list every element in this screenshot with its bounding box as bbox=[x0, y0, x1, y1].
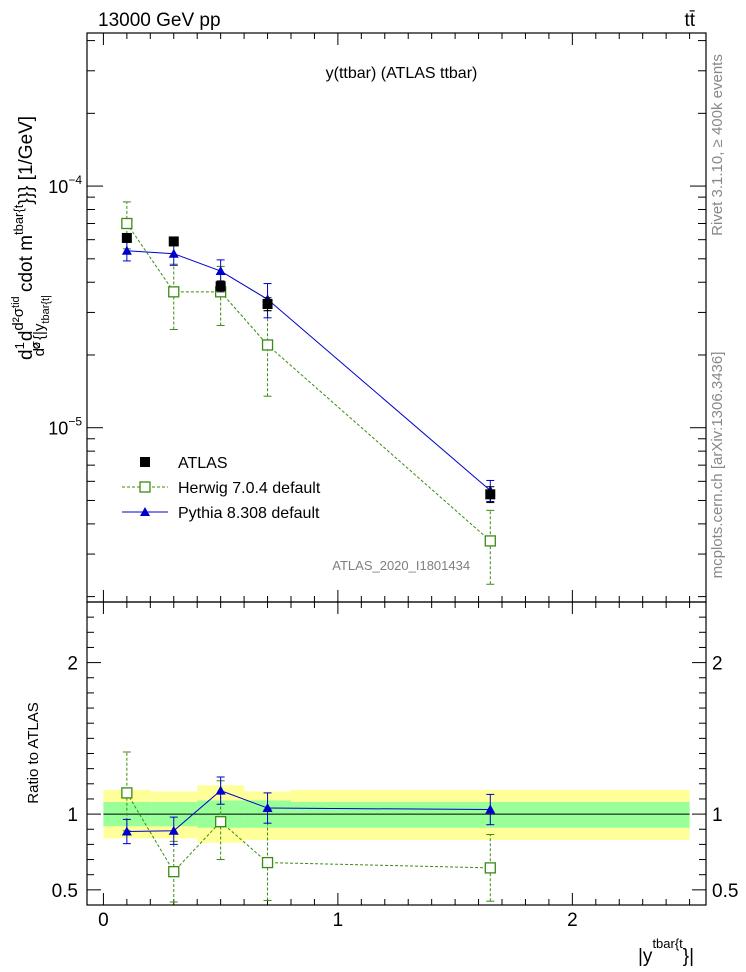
main-atlas-point bbox=[485, 489, 496, 500]
ratio-herwig-point bbox=[261, 856, 274, 869]
main-pythia-point bbox=[121, 245, 132, 255]
main-pythia-point bbox=[215, 266, 226, 276]
ratio-y-tick-label: 2 bbox=[67, 654, 78, 675]
ratio-herwig-point bbox=[121, 787, 133, 799]
mcplots-label: mcplots.cern.ch [arXiv:1306.3436] bbox=[709, 352, 726, 579]
legend-pythia-marker bbox=[140, 507, 150, 516]
ratio-herwig-point bbox=[168, 866, 180, 878]
rivet-version-label: Rivet 3.1.10, ≥ 400k events bbox=[709, 54, 726, 236]
ratio-pythia-point bbox=[168, 825, 179, 835]
y-axis-label: d1σdd²σtidd²{|ytbar{t|cdot mtbar{t}}} [1… bbox=[10, 116, 52, 360]
legend-herwig-label: Herwig 7.0.4 default bbox=[178, 480, 321, 497]
x-tick-label: 0 bbox=[98, 910, 109, 931]
main-atlas-point bbox=[168, 236, 179, 247]
ratio-pythia-point bbox=[121, 826, 132, 836]
x-tick-label: 1 bbox=[333, 910, 344, 931]
chart-title: y(ttbar) (ATLAS ttbar) bbox=[326, 65, 478, 82]
ratio-herwig-point bbox=[214, 816, 227, 828]
ratio-axis-ticks: 0.5 0.5 1 1 2 2 0 1 2 bbox=[52, 602, 738, 931]
ratio-y-tick-label: 1 bbox=[67, 805, 78, 826]
x-tick-label: 2 bbox=[567, 910, 578, 931]
legend-pythia-label: Pythia 8.308 default bbox=[178, 505, 320, 522]
ratio-y-tick-label-right: 0.5 bbox=[712, 881, 738, 902]
main-y-tick-label: 10−4 bbox=[48, 173, 82, 197]
x-axis-label: |ytbar{t}| bbox=[638, 936, 694, 967]
ratio-y-tick-label-right: 1 bbox=[712, 805, 723, 826]
ratio-pythia-point bbox=[215, 785, 226, 795]
main-herwig-point bbox=[261, 339, 274, 351]
analysis-watermark: ATLAS_2020_I1801434 bbox=[332, 558, 470, 573]
main-atlas-point bbox=[215, 281, 226, 292]
main-axis-ticks: 10−5 10−4 bbox=[48, 33, 706, 602]
ratio-pythia-point bbox=[262, 803, 273, 813]
main-herwig-point bbox=[168, 286, 180, 298]
svg-text:d1σdd²σtidd²{|ytbar{t|cdot mtb: d1σdd²σtidd²{|ytbar{t|cdot mtbar{t}}} [1… bbox=[10, 116, 52, 360]
ratio-y-tick-label: 0.5 bbox=[52, 881, 78, 902]
main-panel: 10−5 10−4 y(ttbar) (ATLAS ttbar) ATLAS_20… bbox=[10, 32, 707, 603]
energy-label: 13000 GeV pp bbox=[98, 10, 221, 31]
ratio-uncertainty-bands bbox=[103, 785, 690, 843]
ratio-y-tick-label-right: 2 bbox=[712, 654, 723, 675]
ratio-series-layer bbox=[121, 751, 496, 903]
legend-herwig-marker bbox=[139, 481, 151, 493]
main-herwig-point bbox=[484, 535, 496, 547]
ratio-herwig-point bbox=[484, 862, 496, 874]
main-herwig-point bbox=[121, 217, 133, 230]
main-atlas-point bbox=[262, 299, 273, 310]
main-pythia-point bbox=[168, 248, 179, 258]
ratio-y-axis-label: Ratio to ATLAS bbox=[25, 702, 42, 803]
main-herwig-line bbox=[126, 223, 491, 542]
process-label: tt̄ bbox=[684, 10, 695, 31]
ratio-pythia-point bbox=[485, 804, 496, 814]
legend-atlas-marker bbox=[140, 457, 150, 467]
main-series-layer bbox=[121, 201, 496, 585]
ratio-panel: 0.5 0.5 1 1 2 2 0 1 2 Ratio to ATLAS bbox=[25, 601, 738, 931]
legend-atlas-label: ATLAS bbox=[178, 455, 228, 472]
main-atlas-point bbox=[121, 232, 132, 243]
ratio-plot-frame bbox=[86, 601, 707, 906]
svg-text:|ytbar{t}|: |ytbar{t}| bbox=[638, 936, 694, 967]
legend: ATLAS Herwig 7.0.4 default Pythia 8.308 de… bbox=[122, 455, 321, 522]
main-y-tick-label: 10−5 bbox=[48, 415, 82, 439]
